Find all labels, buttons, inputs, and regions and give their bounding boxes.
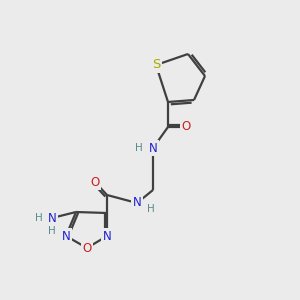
Text: N: N [61,230,70,242]
Text: O: O [82,242,91,254]
Text: N: N [133,196,141,209]
Text: H: H [135,143,143,153]
Text: N: N [48,212,56,224]
Text: O: O [90,176,100,188]
Text: N: N [148,142,158,154]
Text: O: O [182,121,190,134]
Text: N: N [103,230,111,242]
Text: S: S [152,58,160,71]
Text: H: H [48,226,56,236]
Text: H: H [147,204,155,214]
Text: H: H [35,213,43,223]
